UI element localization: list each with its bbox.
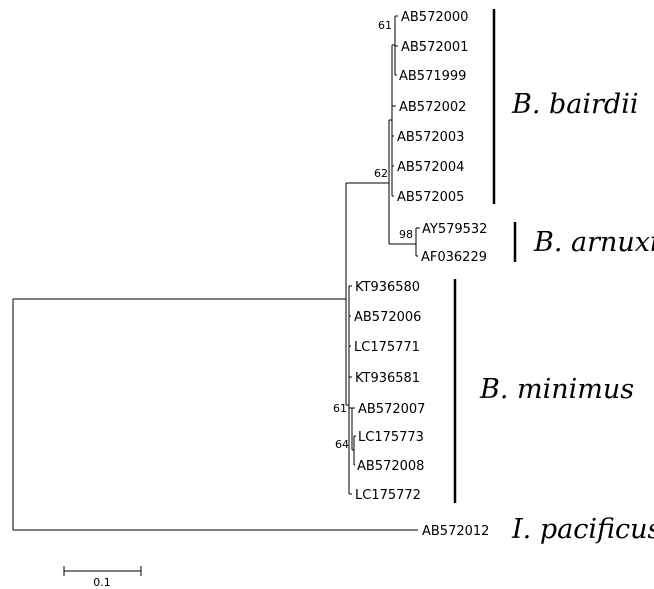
scale-bar-label: 0.1: [93, 576, 111, 589]
bootstrap-value: 98: [399, 228, 413, 241]
tree-branches: [12, 15, 420, 531]
bootstrap-value: 61: [378, 19, 392, 32]
taxon-label: LC175772: [355, 488, 421, 503]
clade-label-bairdii: B. bairdii: [511, 89, 638, 120]
taxon-label: LC175771: [354, 340, 420, 355]
taxon-label: AB572005: [397, 190, 464, 205]
clade-label-pacificus: I. pacificus: [511, 514, 654, 545]
taxon-label: LC175773: [358, 430, 424, 445]
scale-bar: 0.1: [63, 566, 142, 589]
taxon-label: KT936581: [355, 371, 420, 386]
taxon-label: AB572007: [358, 402, 425, 417]
taxon-label: AB572012: [422, 524, 489, 539]
bootstrap-value: 61: [333, 402, 347, 415]
taxon-label: KT936580: [355, 280, 420, 295]
clade-label-arnuxii: B. arnuxii: [533, 227, 654, 258]
taxon-label: AB572002: [399, 100, 466, 115]
clade-markers: B. bairdii B. arnuxii B. minimus I. paci…: [453, 9, 654, 545]
taxon-label: AB572000: [401, 10, 468, 25]
bootstrap-value: 62: [374, 167, 388, 180]
taxon-label: AB572006: [354, 310, 421, 325]
bootstrap-value: 64: [335, 438, 349, 451]
support-values: 61 62 98 61 64: [333, 19, 413, 451]
taxon-label: AB572004: [397, 160, 464, 175]
taxon-label: AF036229: [421, 250, 487, 265]
clade-label-minimus: B. minimus: [479, 374, 634, 405]
taxon-label: AB572001: [401, 40, 468, 55]
taxon-label: AB571999: [399, 69, 466, 84]
taxon-label: AB572003: [397, 130, 464, 145]
taxon-labels: AB572000 AB572001 AB571999 AB572002 AB57…: [354, 10, 489, 539]
taxon-label: AY579532: [422, 222, 487, 237]
taxon-label: AB572008: [357, 459, 424, 474]
